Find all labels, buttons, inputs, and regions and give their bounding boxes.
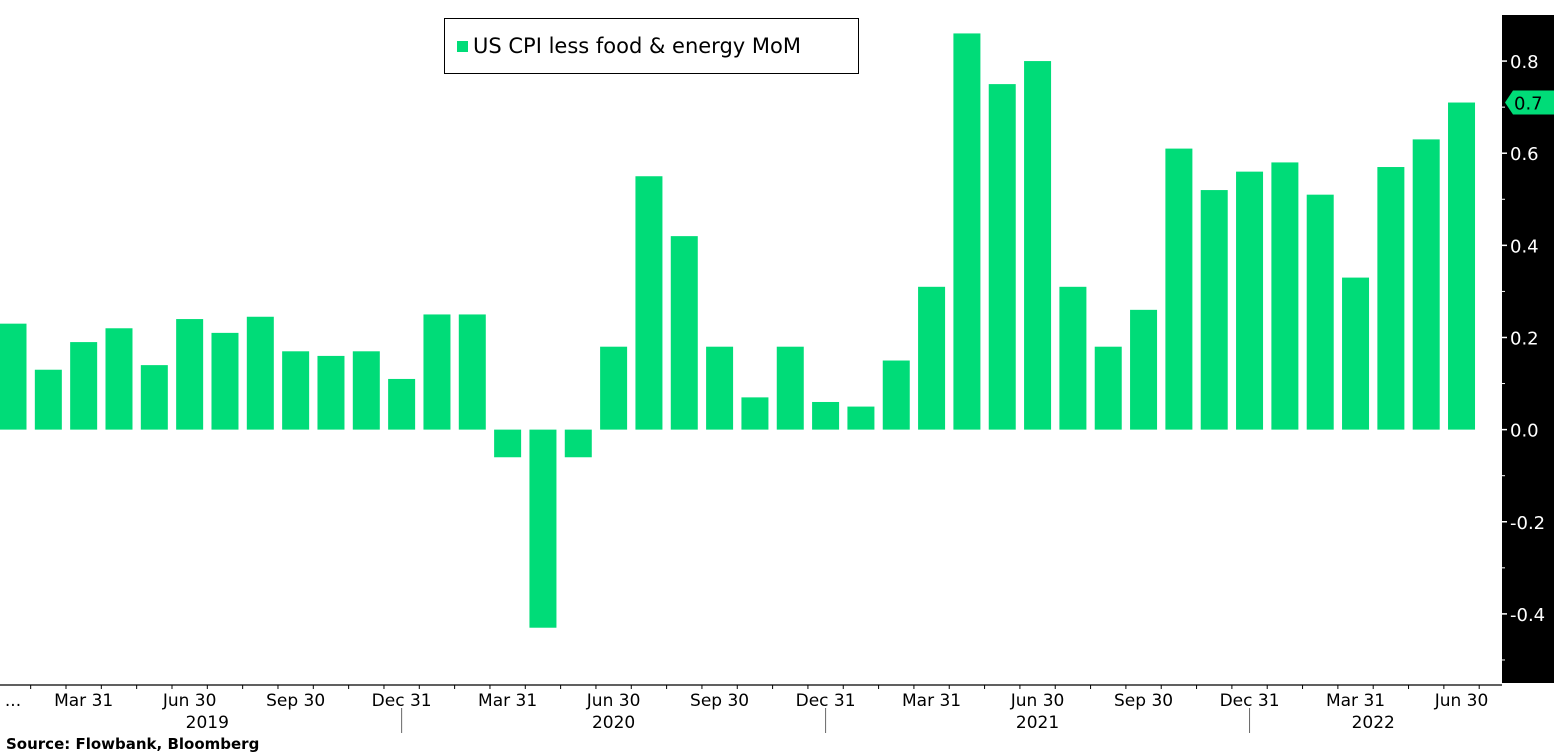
x-tick-label: Mar 31 xyxy=(54,691,113,711)
year-label: 2019 xyxy=(186,713,229,733)
bar-jun-2019 xyxy=(176,319,204,430)
year-label: 2022 xyxy=(1352,713,1395,733)
bar-feb-2019 xyxy=(34,369,62,430)
bar-apr-2022 xyxy=(1377,167,1405,430)
bar-jun-2022 xyxy=(1448,102,1476,430)
bar-mar-2021 xyxy=(918,286,946,430)
bar-aug-2020 xyxy=(670,236,698,430)
bar-aug-2021 xyxy=(1094,346,1122,430)
bar-nov-2019 xyxy=(352,351,380,430)
x-tick-label: Dec 31 xyxy=(372,691,432,711)
y-tick-label: 0.8 xyxy=(1510,52,1539,73)
x-tick-label: Sep 30 xyxy=(1114,691,1173,711)
legend-swatch xyxy=(457,40,468,52)
bar-may-2020 xyxy=(564,429,592,458)
bar-jan-2021 xyxy=(847,406,875,430)
source-note: Source: Flowbank, Bloomberg xyxy=(6,735,260,753)
x-tick-label: Mar 31 xyxy=(1326,691,1385,711)
bar-may-2022 xyxy=(1412,139,1440,430)
bar-apr-2021 xyxy=(953,33,981,430)
y-tick-label: 0.0 xyxy=(1510,421,1539,442)
bar-nov-2021 xyxy=(1200,190,1228,430)
x-tick-label: Mar 31 xyxy=(902,691,961,711)
bar-aug-2019 xyxy=(246,316,274,430)
bar-oct-2021 xyxy=(1165,148,1193,430)
bar-oct-2020 xyxy=(741,397,769,430)
bar-dec-2019 xyxy=(388,378,416,430)
bar-dec-2021 xyxy=(1236,171,1264,430)
x-tick-label: Dec 31 xyxy=(796,691,856,711)
last-value-marker xyxy=(1505,90,1554,115)
x-tick-label: Sep 30 xyxy=(690,691,749,711)
bar-mar-2022 xyxy=(1342,277,1370,430)
bar-jan-2020 xyxy=(423,314,451,430)
last-value-label: 0.7 xyxy=(1514,94,1543,115)
bar-jul-2020 xyxy=(635,176,663,430)
bar-feb-2022 xyxy=(1306,194,1334,430)
bar-jun-2021 xyxy=(1024,61,1052,430)
bar-mar-2020 xyxy=(494,429,522,458)
y-tick-label: 0.2 xyxy=(1510,328,1539,349)
bar-mar-2019 xyxy=(70,342,98,430)
year-label: 2021 xyxy=(1016,713,1059,733)
x-tick-label: Jun 30 xyxy=(586,691,641,711)
bar-jan-2019 xyxy=(0,323,27,430)
bar-may-2019 xyxy=(140,365,168,430)
x-tick-label: Jun 30 xyxy=(162,691,217,711)
bar-apr-2020 xyxy=(529,429,557,628)
legend: US CPI less food & energy MoM xyxy=(444,18,859,74)
legend-label: US CPI less food & energy MoM xyxy=(473,34,801,58)
x-tick-label: Jun 30 xyxy=(1434,691,1489,711)
bar-jul-2021 xyxy=(1059,286,1087,430)
bar-apr-2019 xyxy=(105,328,133,430)
y-tick-label: -0.4 xyxy=(1510,605,1545,626)
x-tick-label: Sep 30 xyxy=(266,691,325,711)
x-tick-label: Jun 30 xyxy=(1010,691,1065,711)
bar-feb-2020 xyxy=(458,314,486,430)
bar-sep-2020 xyxy=(706,346,734,430)
bar-dec-2020 xyxy=(812,401,840,430)
bar-feb-2021 xyxy=(882,360,910,430)
bar-sep-2019 xyxy=(282,351,310,430)
x-tick-label: Mar 31 xyxy=(478,691,537,711)
y-tick-label: 0.4 xyxy=(1510,236,1539,257)
y-tick-label: 0.6 xyxy=(1510,144,1539,165)
y-tick-label: -0.2 xyxy=(1510,513,1545,534)
bar-jul-2019 xyxy=(211,332,239,430)
year-label: 2020 xyxy=(592,713,635,733)
bar-sep-2021 xyxy=(1130,309,1158,430)
bar-may-2021 xyxy=(988,84,1016,430)
bar-oct-2019 xyxy=(317,355,345,430)
x-tick-label: Dec 31 xyxy=(1220,691,1280,711)
x-tick-label: ... xyxy=(5,691,21,711)
bar-nov-2020 xyxy=(776,346,804,430)
bar-jun-2020 xyxy=(600,346,628,430)
y-axis-panel xyxy=(1502,15,1554,683)
bar-jan-2022 xyxy=(1271,162,1299,430)
